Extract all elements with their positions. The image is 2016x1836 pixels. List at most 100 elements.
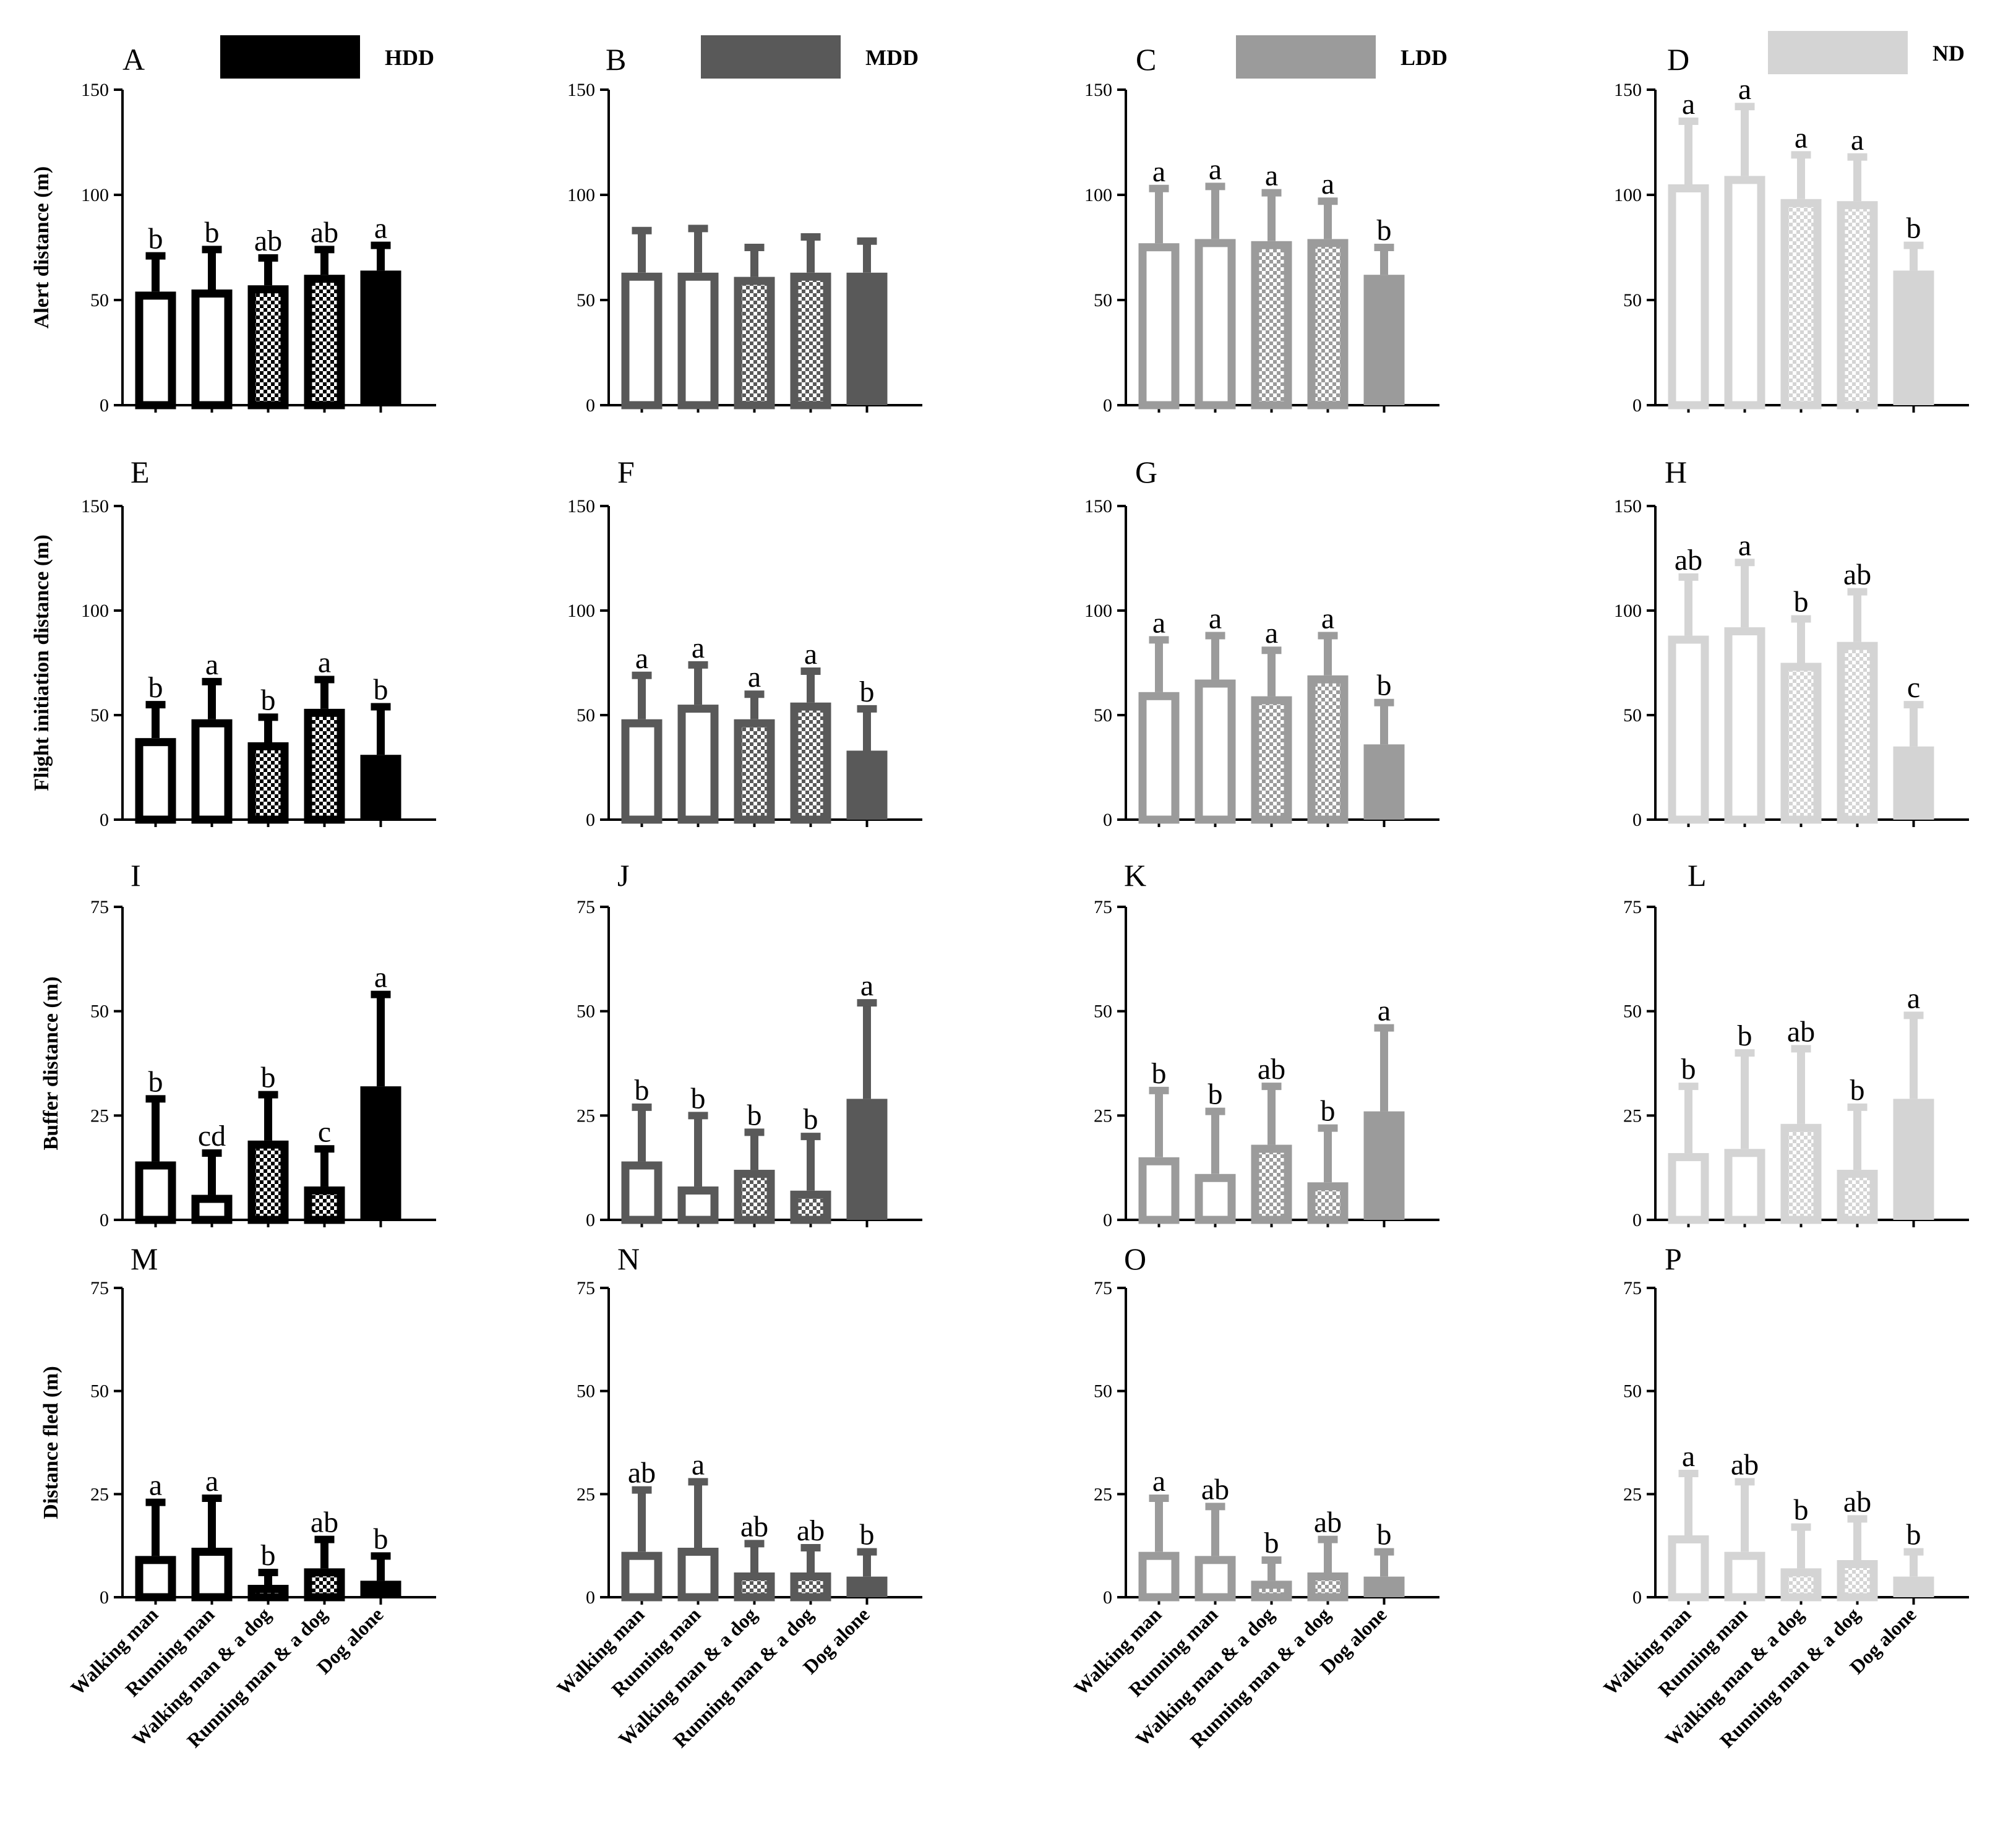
bar-group: b bbox=[247, 684, 289, 824]
significance-label: a bbox=[1907, 982, 1920, 1015]
y-tick-label: 0 bbox=[100, 395, 109, 416]
panel-letter: N bbox=[617, 1242, 640, 1276]
bar bbox=[1724, 176, 1765, 410]
significance-label: ab bbox=[1201, 1473, 1229, 1506]
bar bbox=[1138, 692, 1180, 824]
significance-label: b bbox=[1377, 1519, 1392, 1551]
y-tick-label: 75 bbox=[1623, 1278, 1642, 1298]
bar-group: b bbox=[360, 673, 401, 820]
bar bbox=[734, 719, 775, 824]
bar bbox=[1893, 1576, 1934, 1597]
significance-label: b bbox=[1907, 1519, 1921, 1551]
panel-k: K 0 25 50 75 b b ab b a bbox=[1094, 858, 1439, 1230]
panel-a: A HDD 0 50 100 150 b b ab ab a bbox=[81, 35, 436, 416]
panel-l: L 0 25 50 75 b b ab b a bbox=[1623, 858, 1969, 1230]
panel-letter: C bbox=[1136, 42, 1156, 77]
y-tick-label: 75 bbox=[577, 897, 595, 917]
bar bbox=[1251, 1581, 1292, 1602]
significance-label: ab bbox=[797, 1514, 825, 1547]
bar-group: b bbox=[135, 671, 176, 824]
bar-group: a bbox=[1724, 529, 1765, 824]
bar-group: ab bbox=[247, 225, 289, 410]
significance-label: b bbox=[635, 1074, 650, 1107]
bar-group bbox=[621, 226, 663, 410]
significance-label: a bbox=[1209, 603, 1222, 635]
bar-group: b bbox=[1724, 1019, 1765, 1224]
y-tick-label: 100 bbox=[567, 601, 595, 621]
significance-label: a bbox=[860, 969, 873, 1002]
bar bbox=[304, 708, 345, 824]
bar-group: a bbox=[1307, 603, 1349, 824]
bar bbox=[247, 1140, 289, 1224]
bar bbox=[621, 719, 663, 824]
bar bbox=[790, 1190, 831, 1224]
bar bbox=[1837, 641, 1878, 824]
bar bbox=[1307, 239, 1349, 410]
significance-label: a bbox=[205, 648, 218, 681]
y-tick-label: 100 bbox=[1084, 185, 1112, 205]
bar bbox=[135, 1556, 176, 1602]
bar bbox=[734, 277, 775, 410]
significance-label: a bbox=[1378, 995, 1391, 1027]
y-tick-label: 150 bbox=[1084, 80, 1112, 100]
panel-letter: K bbox=[1124, 858, 1146, 893]
bar-group: a bbox=[1724, 73, 1765, 410]
significance-label: b bbox=[747, 1099, 762, 1131]
bar-group: a bbox=[360, 212, 401, 405]
panel-f: F 0 50 100 150 a a a a b bbox=[567, 455, 922, 830]
bar-group: ab bbox=[1251, 1053, 1292, 1224]
significance-label: a bbox=[1682, 88, 1695, 121]
bar bbox=[1893, 1099, 1934, 1220]
bar-group: a bbox=[1668, 88, 1709, 410]
y-tick-label: 150 bbox=[1614, 496, 1642, 517]
y-tick-label: 150 bbox=[1084, 496, 1112, 517]
y-tick-label: 50 bbox=[90, 705, 109, 726]
significance-label: ab bbox=[1314, 1506, 1342, 1539]
bar-group: a bbox=[1893, 982, 1934, 1220]
bar-group: a bbox=[191, 1465, 233, 1602]
bar bbox=[1893, 270, 1934, 405]
bar-group: ab bbox=[621, 1457, 663, 1602]
legend-swatch-hdd bbox=[220, 35, 360, 79]
bar-group: a bbox=[1668, 1440, 1709, 1602]
y-tick-label: 50 bbox=[1623, 705, 1642, 726]
significance-label: b bbox=[1152, 1057, 1167, 1090]
bar-group: ab bbox=[1668, 544, 1709, 824]
bar-group: ab bbox=[1195, 1473, 1236, 1602]
y-tick-label: 75 bbox=[1623, 897, 1642, 917]
bar bbox=[1138, 243, 1180, 410]
y-tick-label: 0 bbox=[586, 1210, 595, 1230]
y-tick-label: 25 bbox=[577, 1105, 595, 1126]
bar bbox=[191, 719, 233, 824]
bar bbox=[1837, 1170, 1878, 1224]
bar-group: b bbox=[1893, 212, 1934, 405]
bar bbox=[191, 290, 233, 410]
bar bbox=[1307, 1572, 1349, 1602]
significance-label: a bbox=[1321, 168, 1334, 200]
y-tick-label: 0 bbox=[1103, 395, 1112, 416]
bar bbox=[1363, 1576, 1405, 1597]
bar bbox=[1668, 1153, 1709, 1224]
significance-label: a bbox=[1682, 1440, 1695, 1473]
bar bbox=[1363, 744, 1405, 820]
bar bbox=[304, 1568, 345, 1602]
significance-label: b bbox=[1738, 1019, 1752, 1052]
significance-label: ab bbox=[254, 225, 282, 257]
bar bbox=[1893, 746, 1934, 820]
panel-letter: P bbox=[1665, 1242, 1682, 1276]
y-tick-label: 75 bbox=[1094, 1278, 1112, 1298]
significance-label: a bbox=[1152, 606, 1165, 639]
panel-b: B MDD 0 50 100 150 bbox=[567, 35, 922, 416]
bar bbox=[1668, 1535, 1709, 1602]
significance-label: b bbox=[860, 676, 875, 708]
bar bbox=[1724, 1149, 1765, 1224]
bar-group: ab bbox=[790, 1514, 831, 1602]
y-tick-label: 100 bbox=[567, 185, 595, 205]
bar bbox=[304, 275, 345, 410]
bar-group: a bbox=[1780, 121, 1822, 410]
bar-group: ab bbox=[304, 216, 345, 410]
bar bbox=[1307, 1182, 1349, 1224]
panel-letter: A bbox=[122, 42, 145, 77]
y-tick-label: 150 bbox=[81, 80, 109, 100]
